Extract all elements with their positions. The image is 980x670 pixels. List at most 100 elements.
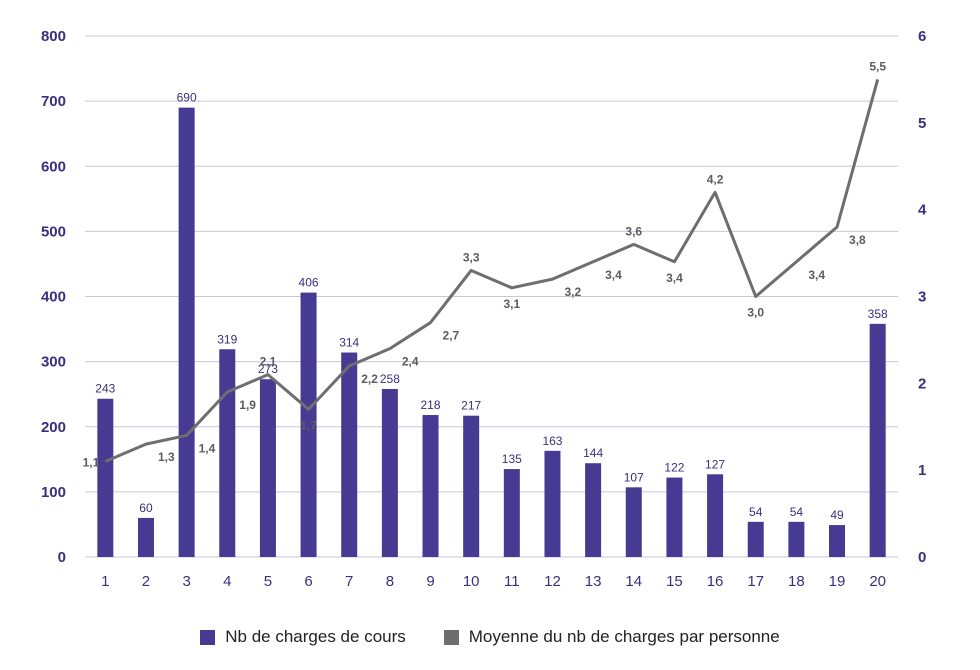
bar bbox=[422, 415, 439, 557]
bar bbox=[503, 469, 520, 557]
bar bbox=[381, 388, 398, 557]
x-tick-label: 15 bbox=[666, 573, 683, 590]
y-right-tick-label: 0 bbox=[918, 549, 926, 566]
x-tick-label: 20 bbox=[869, 573, 886, 590]
bar bbox=[219, 349, 236, 557]
line-value-label: 3,4 bbox=[605, 268, 622, 282]
line-value-label: 3,4 bbox=[808, 268, 825, 282]
bar-value-label: 144 bbox=[583, 446, 603, 460]
line-value-label: 2,2 bbox=[361, 372, 378, 386]
bar-value-label: 49 bbox=[830, 508, 844, 522]
x-tick-label: 14 bbox=[625, 573, 642, 590]
bar bbox=[666, 477, 683, 557]
bar bbox=[341, 352, 358, 557]
bar bbox=[585, 463, 602, 557]
y-left-tick-label: 800 bbox=[41, 28, 66, 45]
line-value-label: 1,9 bbox=[239, 398, 256, 412]
line-value-label: 3,4 bbox=[666, 271, 683, 285]
x-tick-label: 18 bbox=[788, 573, 805, 590]
x-tick-label: 4 bbox=[223, 573, 231, 590]
bar bbox=[747, 521, 764, 557]
average-line-path bbox=[104, 79, 880, 463]
x-tick-label: 9 bbox=[426, 573, 434, 590]
line-value-label: 3,2 bbox=[564, 285, 581, 299]
bar bbox=[300, 292, 317, 557]
bar-value-label: 273 bbox=[258, 362, 278, 376]
line-value-label: 3,1 bbox=[503, 297, 520, 311]
line-value-label: 2,1 bbox=[260, 355, 277, 369]
bar-value-label: 107 bbox=[624, 470, 644, 484]
bars bbox=[97, 107, 886, 557]
y-left-tick-label: 200 bbox=[41, 419, 66, 436]
y-left-tick-label: 600 bbox=[41, 158, 66, 175]
legend-item-bars: Nb de charges de cours bbox=[200, 627, 406, 647]
bar-value-label: 54 bbox=[749, 505, 763, 519]
x-tick-label: 8 bbox=[386, 573, 394, 590]
line-value-label: 2,7 bbox=[443, 329, 460, 343]
average-line bbox=[104, 79, 880, 463]
data-labels: 243 60 690 319 273 406 314 258 218 217 135 163 144 10… bbox=[83, 59, 888, 522]
bar-value-label: 258 bbox=[380, 372, 400, 386]
y-left-tick-label: 700 bbox=[41, 93, 66, 110]
line-value-label: 4,2 bbox=[707, 172, 724, 186]
line-value-label: 1,7 bbox=[300, 418, 317, 432]
line-value-label: 1,1 bbox=[83, 455, 100, 469]
bar-value-label: 314 bbox=[339, 336, 359, 350]
bar bbox=[625, 487, 642, 557]
x-tick-label: 13 bbox=[585, 573, 602, 590]
bar bbox=[829, 525, 846, 557]
line-value-label: 3,8 bbox=[849, 233, 866, 247]
y-right-tick-label: 6 bbox=[918, 28, 926, 45]
bar bbox=[178, 107, 195, 557]
legend-item-line: Moyenne du nb de charges par personne bbox=[443, 627, 780, 647]
x-tick-label: 6 bbox=[304, 573, 312, 590]
line-value-label: 2,4 bbox=[402, 355, 419, 369]
line-value-label: 3,3 bbox=[463, 250, 480, 264]
x-tick-label: 12 bbox=[544, 573, 561, 590]
bar-value-label: 54 bbox=[790, 505, 804, 519]
legend-swatch-bars bbox=[200, 629, 216, 645]
bar-value-label: 217 bbox=[461, 399, 481, 413]
y-left-tick-label: 0 bbox=[58, 549, 66, 566]
y-left-tick-label: 400 bbox=[41, 289, 66, 306]
bar bbox=[544, 450, 561, 557]
bar bbox=[97, 398, 114, 557]
x-tick-label: 19 bbox=[829, 573, 846, 590]
bar-value-label: 319 bbox=[217, 332, 237, 346]
x-tick-label: 16 bbox=[707, 573, 724, 590]
y-right-tick-label: 3 bbox=[918, 289, 926, 306]
x-tick-label: 17 bbox=[747, 573, 764, 590]
bar bbox=[869, 323, 886, 557]
line-value-label: 3,0 bbox=[747, 306, 764, 320]
x-tick-label: 11 bbox=[504, 573, 520, 590]
y-right-tick-label: 2 bbox=[918, 375, 926, 392]
bar-value-label: 358 bbox=[868, 307, 888, 321]
legend-label-line: Moyenne du nb de charges par personne bbox=[468, 627, 780, 646]
bar-value-label: 690 bbox=[177, 91, 197, 105]
bar-value-label: 406 bbox=[299, 276, 319, 290]
bar-value-label: 60 bbox=[139, 501, 153, 515]
bar-value-label: 135 bbox=[502, 452, 522, 466]
x-tick-label: 7 bbox=[345, 573, 353, 590]
bar bbox=[707, 474, 724, 557]
x-tick-label: 10 bbox=[463, 573, 480, 590]
y-right-tick-label: 1 bbox=[918, 462, 926, 479]
gridlines bbox=[85, 35, 898, 558]
bar-value-label: 163 bbox=[542, 434, 562, 448]
line-value-label: 5,5 bbox=[869, 59, 886, 73]
y-right-tick-label: 4 bbox=[918, 202, 927, 219]
x-tick-label: 5 bbox=[264, 573, 272, 590]
bar-value-label: 243 bbox=[95, 382, 115, 396]
x-tick-label: 1 bbox=[101, 573, 109, 590]
line-value-label: 1,4 bbox=[199, 441, 216, 455]
bar-value-label: 122 bbox=[664, 461, 684, 475]
x-tick-label: 2 bbox=[142, 573, 150, 590]
bar-value-label: 127 bbox=[705, 457, 725, 471]
y-right-tick-label: 5 bbox=[918, 115, 926, 132]
bar bbox=[259, 379, 276, 557]
y-left-tick-label: 100 bbox=[41, 484, 66, 501]
bar bbox=[788, 521, 805, 557]
bar-value-label: 218 bbox=[421, 398, 441, 412]
